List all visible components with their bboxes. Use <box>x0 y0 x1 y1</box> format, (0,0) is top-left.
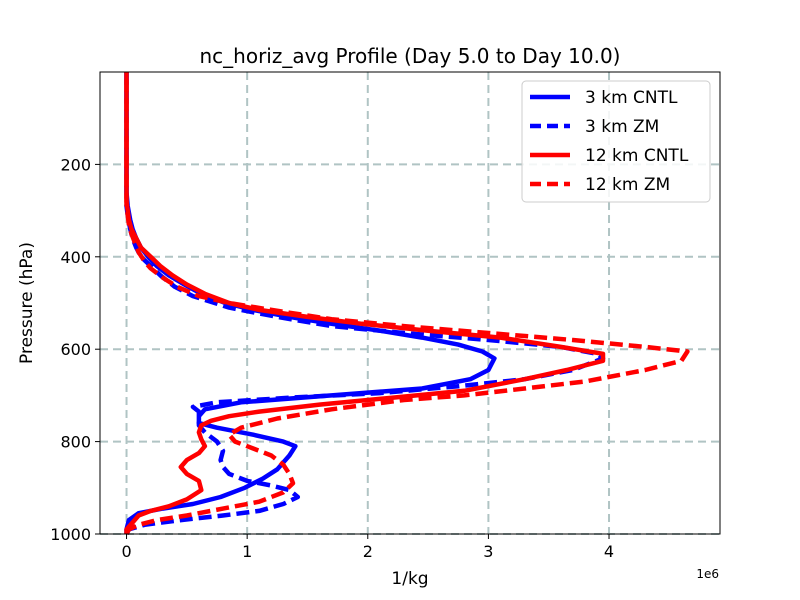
series-lines <box>124 72 690 536</box>
y-tick-label: 400 <box>60 248 91 267</box>
y-tick-label: 200 <box>60 155 91 174</box>
x-axis-label: 1/kg <box>391 569 428 589</box>
grid-lines <box>100 72 720 535</box>
axis-ticks: 0 1 2 3 4 200 400 600 800 1000 <box>50 155 614 561</box>
x-tick-label: 4 <box>604 542 614 561</box>
legend-label: 12 km ZM <box>585 175 670 195</box>
x-tick-label: 0 <box>121 542 131 561</box>
plot-frame <box>99 71 721 535</box>
y-axis-label: Pressure (hPa) <box>17 242 37 364</box>
x-tick-label: 2 <box>363 542 373 561</box>
series-line-12-km-cntl <box>124 72 606 534</box>
legend-entries: 3 km CNTL 3 km ZM 12 km CNTL 12 km ZM <box>530 88 689 195</box>
y-tick-label: 600 <box>60 340 91 359</box>
chart-title: nc_horiz_avg Profile (Day 5.0 to Day 10.… <box>200 44 621 68</box>
x-tick-label: 3 <box>483 542 493 561</box>
legend-label: 3 km CNTL <box>585 88 678 108</box>
y-tick-label: 1000 <box>50 525 91 544</box>
y-tick-label: 800 <box>60 433 91 452</box>
legend-box <box>521 80 711 203</box>
series-line-12-km-zm <box>124 72 690 536</box>
x-tick-label: 1 <box>242 542 252 561</box>
legend-label: 12 km CNTL <box>585 146 689 166</box>
x-axis-scale-label: 1e6 <box>696 567 719 581</box>
series-line-3-km-zm <box>124 72 606 536</box>
legend: 3 km CNTL 3 km ZM 12 km CNTL 12 km ZM <box>521 80 711 203</box>
legend-label: 3 km ZM <box>585 117 659 137</box>
